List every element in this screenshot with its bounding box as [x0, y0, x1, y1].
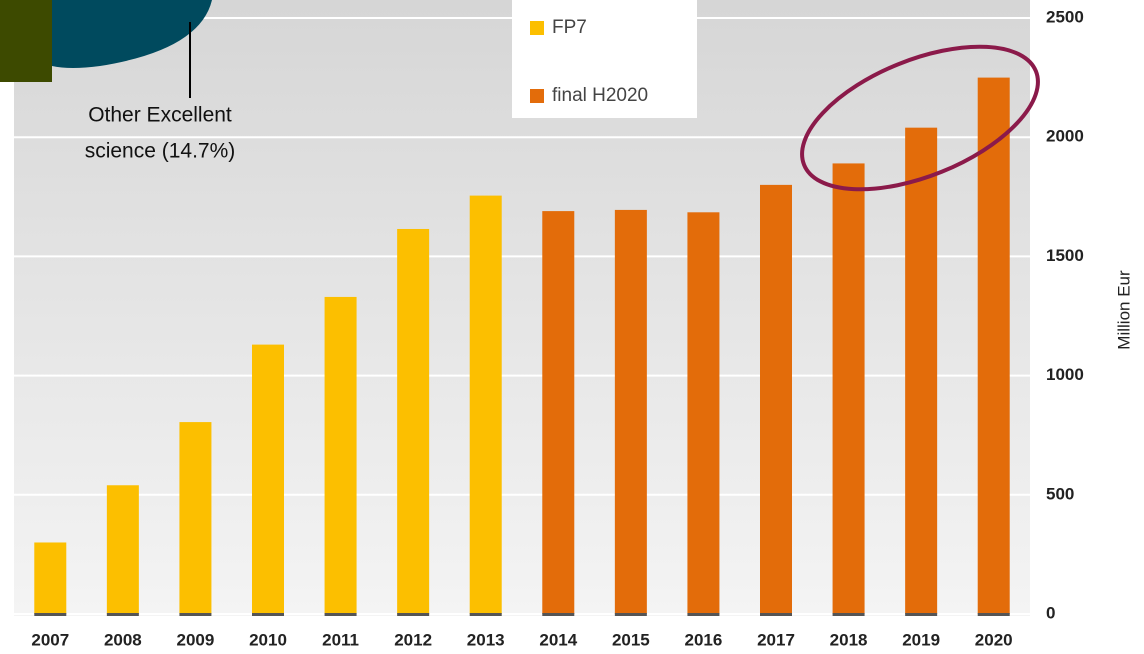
x-tick-label: 2008 — [104, 630, 142, 649]
bar — [469, 195, 502, 614]
bar-base — [977, 613, 1010, 616]
bar — [324, 296, 357, 614]
bar-base — [760, 613, 792, 616]
bar-base — [34, 613, 67, 616]
y-tick-label: 2000 — [1046, 127, 1084, 146]
bar-base — [832, 613, 865, 616]
highlight-ellipse — [800, 44, 1040, 192]
bar — [34, 542, 67, 614]
bar — [106, 485, 139, 614]
bar-base — [542, 613, 575, 616]
y-tick-label: 1500 — [1046, 246, 1084, 265]
bar-base — [106, 613, 139, 616]
legend-swatch — [530, 89, 544, 103]
y-tick-label: 0 — [1046, 603, 1055, 622]
bar — [397, 228, 430, 614]
y-tick-label: 500 — [1046, 484, 1074, 503]
x-tick-label: 2017 — [757, 630, 795, 649]
legend-label: final H2020 — [552, 85, 648, 106]
x-tick-label: 2019 — [902, 630, 940, 649]
bar — [542, 211, 575, 614]
bar-base — [614, 613, 647, 616]
bar-base — [469, 613, 502, 616]
legend-swatch — [530, 21, 544, 35]
bar — [977, 77, 1010, 615]
annotation: Other Excellent — [88, 104, 232, 127]
x-tick-label: 2013 — [467, 630, 505, 649]
bar-base — [252, 613, 284, 616]
x-tick-label: 2015 — [612, 630, 650, 649]
bar — [614, 209, 647, 615]
bar-base — [397, 613, 430, 616]
y-axis-label: Million Eur — [1114, 270, 1133, 350]
x-tick-label: 2016 — [685, 630, 723, 649]
x-tick-label: 2010 — [249, 630, 287, 649]
bar — [687, 212, 720, 614]
x-tick-label: 2018 — [830, 630, 868, 649]
x-tick-label: 2012 — [394, 630, 432, 649]
bar — [832, 163, 865, 614]
y-tick-label: 2500 — [1046, 7, 1084, 26]
bar-base — [905, 613, 938, 616]
bar — [905, 127, 938, 614]
bar — [179, 422, 212, 614]
annotation: science (14.7%) — [85, 140, 236, 163]
bar-base — [687, 613, 720, 616]
bar — [760, 184, 792, 614]
x-tick-label: 2009 — [177, 630, 215, 649]
x-tick-label: 2020 — [975, 630, 1013, 649]
y-tick-label: 1000 — [1046, 365, 1084, 384]
x-tick-label: 2014 — [539, 630, 577, 649]
bar-base — [324, 613, 357, 616]
bar — [252, 344, 284, 614]
pie-fragment — [52, 0, 212, 68]
x-tick-label: 2011 — [322, 630, 359, 649]
x-tick-label: 2007 — [31, 630, 69, 649]
legend-label: FP7 — [552, 17, 587, 38]
pie-fragment — [0, 0, 52, 82]
bar-base — [179, 613, 212, 616]
